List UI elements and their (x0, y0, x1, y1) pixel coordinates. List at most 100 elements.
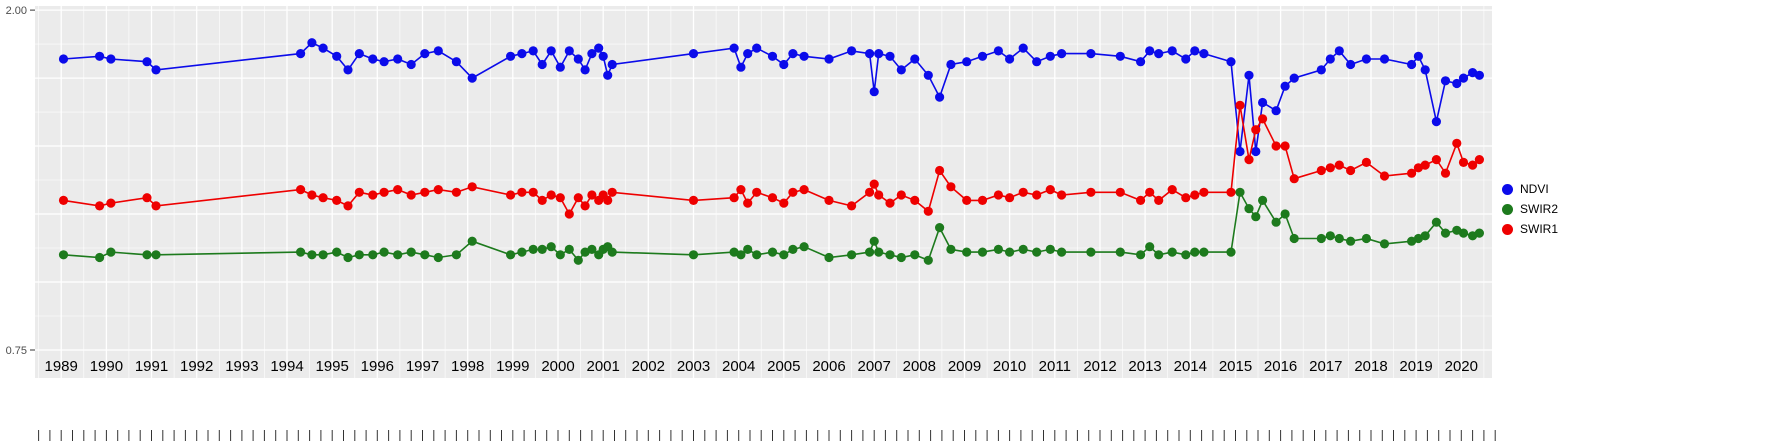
data-point-swir2 (743, 244, 753, 254)
legend-item-swir1: SWIR1 (1502, 221, 1558, 238)
data-point-swir2 (1235, 187, 1245, 197)
data-point-ndvi (467, 73, 477, 83)
legend: NDVI SWIR2 SWIR1 (1502, 181, 1558, 238)
data-point-swir2 (923, 255, 933, 265)
data-point-ndvi (874, 49, 884, 59)
data-point-ndvi (1458, 73, 1469, 83)
data-point-ndvi (1235, 146, 1245, 157)
data-point-swir2 (865, 247, 875, 257)
data-point-swir1 (1361, 157, 1371, 167)
data-point-swir1 (1136, 195, 1146, 205)
data-point-swir1 (580, 201, 590, 211)
data-point-swir1 (896, 190, 906, 200)
data-point-swir2 (587, 244, 597, 254)
data-point-swir1 (318, 193, 328, 203)
data-point-ndvi (1032, 57, 1042, 67)
data-point-swir2 (1199, 247, 1209, 257)
data-point-swir2 (517, 247, 527, 257)
data-point-ndvi (935, 92, 945, 102)
data-point-ndvi (555, 62, 565, 72)
data-point-swir2 (467, 236, 477, 246)
data-point-swir2 (935, 223, 945, 233)
data-point-swir2 (1379, 239, 1390, 249)
data-point-swir2 (528, 244, 538, 254)
data-point-ndvi (1325, 54, 1335, 64)
data-point-swir2 (555, 250, 565, 260)
data-point-ndvi (603, 70, 613, 80)
data-point-swir2 (368, 250, 378, 260)
data-point-swir1 (607, 187, 617, 197)
data-point-swir2 (307, 250, 317, 260)
data-point-swir1 (1468, 160, 1478, 170)
data-point-ndvi (1145, 46, 1155, 56)
data-point-swir1 (847, 201, 857, 211)
data-point-swir1 (587, 190, 597, 200)
data-point-swir2 (1325, 231, 1335, 241)
data-point-swir2 (1334, 233, 1344, 244)
data-point-ndvi (580, 65, 590, 75)
data-point-swir1 (1115, 187, 1125, 197)
data-point-swir1 (506, 190, 516, 200)
data-point-swir1 (564, 209, 574, 219)
data-point-swir1 (923, 206, 933, 216)
data-point-swir1 (307, 190, 317, 200)
data-point-swir1 (1280, 141, 1290, 151)
data-point-swir1 (910, 195, 920, 205)
data-point-ndvi (1226, 57, 1236, 67)
data-point-ndvi (420, 49, 430, 59)
data-point-ndvi (1271, 106, 1281, 116)
data-point-swir1 (95, 201, 105, 211)
data-point-swir1 (368, 190, 378, 200)
data-point-swir2 (151, 250, 161, 260)
data-point-swir2 (799, 242, 809, 252)
x-tick-label: 1997 (406, 358, 439, 375)
data-point-ndvi (1167, 46, 1177, 56)
data-point-ndvi (1199, 49, 1209, 59)
x-tick-label: 1993 (225, 358, 258, 375)
data-point-swir1 (824, 195, 834, 205)
data-point-swir1 (779, 198, 789, 208)
data-point-ndvi (607, 59, 617, 70)
data-point-swir1 (332, 195, 342, 205)
data-point-swir1 (1086, 187, 1096, 197)
x-tick-label: 2001 (587, 358, 620, 375)
data-point-swir1 (420, 187, 430, 197)
data-point-ndvi (1420, 65, 1430, 75)
data-point-ndvi (729, 43, 739, 53)
data-point-swir2 (1251, 212, 1261, 222)
data-point-ndvi (95, 51, 105, 61)
data-point-swir2 (1145, 242, 1155, 252)
data-point-swir2 (1440, 228, 1451, 238)
x-tick-label: 2007 (858, 358, 891, 375)
data-point-swir2 (1289, 233, 1299, 244)
data-point-swir2 (885, 250, 895, 260)
data-point-swir1 (962, 195, 972, 205)
data-point-swir1 (406, 190, 416, 200)
data-point-swir1 (142, 193, 152, 203)
data-point-swir2 (393, 250, 403, 260)
data-point-swir1 (528, 187, 538, 197)
data-point-swir1 (1190, 190, 1200, 200)
legend-key-dot-ndvi (1502, 184, 1513, 195)
data-point-swir2 (1167, 247, 1177, 257)
data-point-swir2 (1086, 247, 1096, 257)
data-point-swir1 (1235, 100, 1245, 110)
data-point-ndvi (1280, 81, 1290, 91)
data-point-swir1 (451, 187, 461, 197)
data-point-swir1 (885, 198, 895, 208)
data-point-ndvi (1379, 54, 1390, 64)
data-point-ndvi (546, 46, 556, 56)
data-point-ndvi (736, 62, 746, 72)
data-point-ndvi (307, 38, 317, 48)
data-point-ndvi (594, 43, 604, 53)
legend-item-swir2: SWIR2 (1502, 201, 1558, 218)
x-tick-label: 2018 (1354, 358, 1387, 375)
data-point-swir1 (1154, 195, 1164, 205)
data-point-ndvi (1086, 49, 1096, 59)
x-tick-label: 2004 (722, 358, 755, 375)
data-point-swir1 (1346, 165, 1356, 176)
x-tick-label: 2006 (812, 358, 845, 375)
data-point-swir2 (896, 252, 906, 263)
data-point-swir2 (1226, 247, 1236, 257)
data-point-swir1 (1420, 160, 1430, 170)
